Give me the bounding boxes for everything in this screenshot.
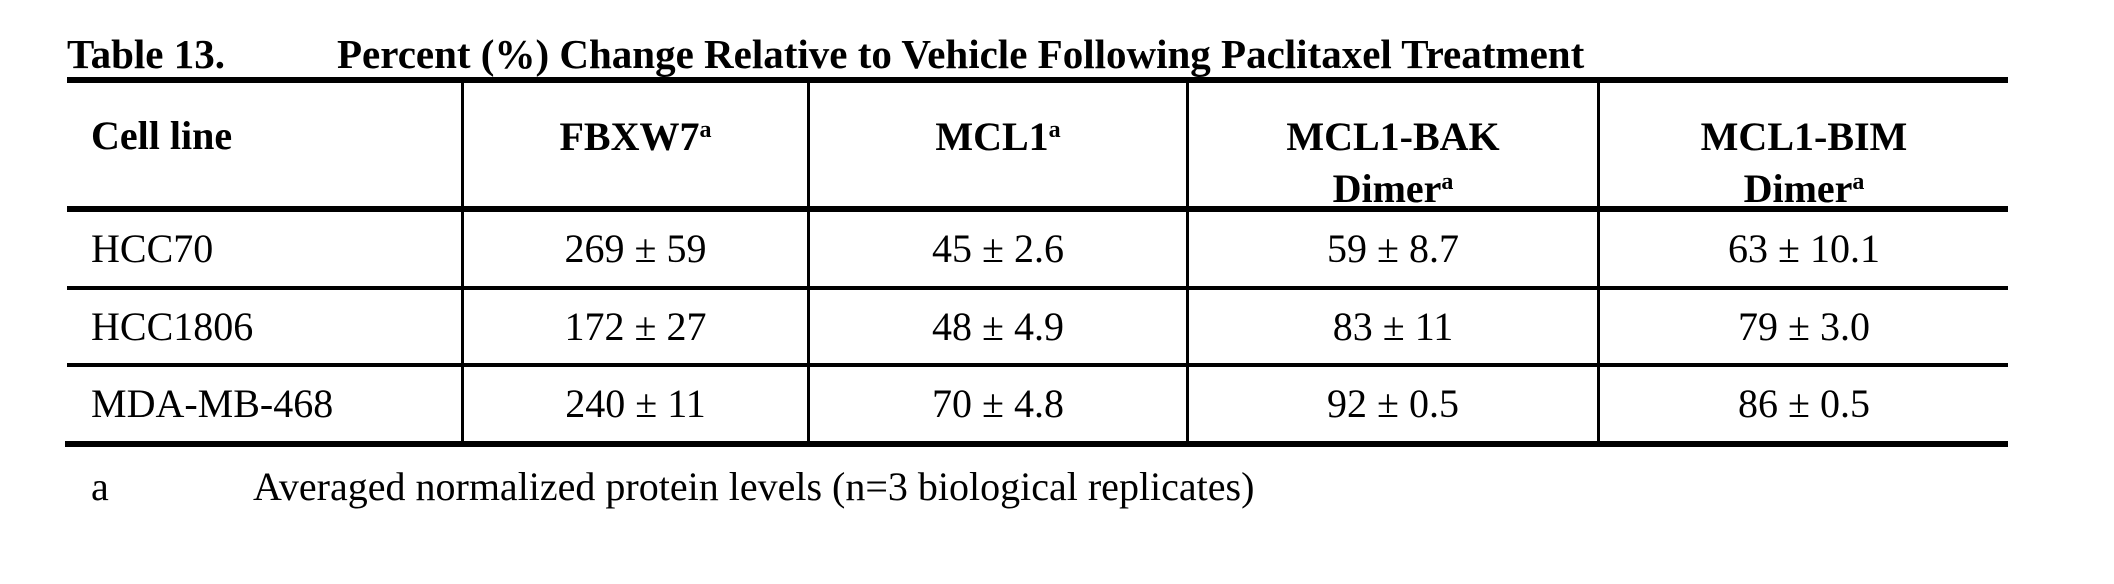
table-row-hcc1806-fbxw7: 172 ± 27	[464, 290, 807, 363]
footnote-marker: a	[91, 462, 109, 512]
header-cell-line: Cell line	[67, 83, 461, 206]
table-row-mda-mb-468-mcl1-bim: 86 ± 0.5	[1600, 367, 2008, 441]
header-label: MCL1-BIM	[1701, 111, 1908, 163]
footnote-marker: a	[700, 117, 712, 143]
header-label: MCL1	[935, 114, 1048, 159]
table-row-hcc70-mcl1-bak: 59 ± 8.7	[1189, 212, 1597, 286]
table-label: Table 13.	[67, 30, 337, 78]
footnote-marker: a	[1049, 117, 1061, 143]
footnote-marker: a	[1852, 169, 1864, 195]
table-caption: Percent (%) Change Relative to Vehicle F…	[337, 31, 1584, 77]
header-fbxw7: FBXW7a	[464, 83, 807, 206]
table-row-hcc1806-mcl1: 48 ± 4.9	[810, 290, 1186, 363]
header-label: FBXW7	[560, 114, 700, 159]
table-row-hcc70-fbxw7: 269 ± 59	[464, 212, 807, 286]
table-title: Table 13.Percent (%) Change Relative to …	[67, 30, 1584, 78]
table-row-mda-mb-468-mcl1-bak: 92 ± 0.5	[1189, 367, 1597, 441]
header-label: MCL1-BAK	[1286, 111, 1499, 163]
table-row-hcc1806-mcl1-bim: 79 ± 3.0	[1600, 290, 2008, 363]
bottom-rule	[65, 441, 2008, 447]
header-mcl1: MCL1a	[810, 83, 1186, 206]
footnote-text: Averaged normalized protein levels (n=3 …	[253, 462, 1254, 512]
table-row-hcc1806-mcl1-bak: 83 ± 11	[1189, 290, 1597, 363]
header-label: Cell line	[91, 111, 232, 161]
header-label-line2: Dimer	[1744, 166, 1853, 211]
header-mcl1-bim-dimer: MCL1-BIMDimera	[1600, 83, 2008, 206]
table-row-hcc70-mcl1-bim: 63 ± 10.1	[1600, 212, 2008, 286]
table-row-mda-mb-468-cell-line: MDA-MB-468	[67, 367, 461, 441]
table-row-mda-mb-468-fbxw7: 240 ± 11	[464, 367, 807, 441]
footnote-marker: a	[1441, 169, 1453, 195]
table-row-hcc1806-cell-line: HCC1806	[67, 290, 461, 363]
table-row-hcc70-cell-line: HCC70	[67, 212, 461, 286]
table-row-mda-mb-468-mcl1: 70 ± 4.8	[810, 367, 1186, 441]
header-label-line2: Dimer	[1333, 166, 1442, 211]
table-row-hcc70-mcl1: 45 ± 2.6	[810, 212, 1186, 286]
header-mcl1-bak-dimer: MCL1-BAKDimera	[1189, 83, 1597, 206]
